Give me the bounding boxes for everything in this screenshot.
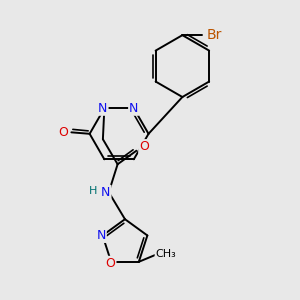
Text: H: H [89,186,98,196]
Text: O: O [58,126,68,139]
Text: O: O [106,257,116,270]
Text: CH₃: CH₃ [155,249,176,259]
Text: N: N [96,229,106,242]
Text: O: O [139,140,149,153]
Text: N: N [101,186,110,199]
Text: N: N [129,102,139,115]
Text: N: N [98,102,108,115]
Text: Br: Br [206,28,222,42]
